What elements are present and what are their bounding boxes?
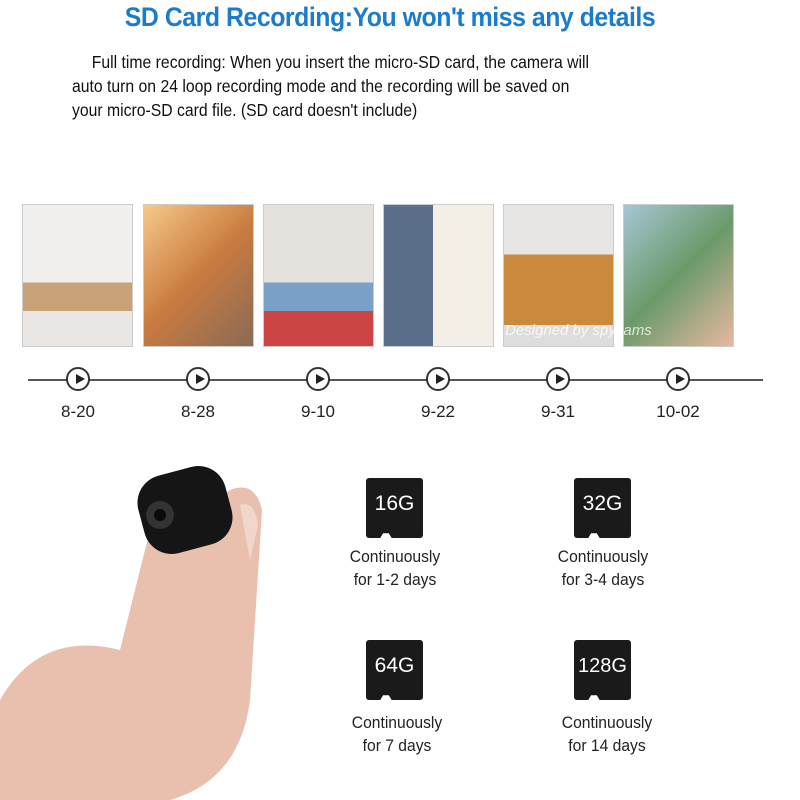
- hand-holding-camera-photo: [0, 466, 262, 800]
- timeline-date: 10-02: [656, 402, 700, 421]
- sd-card-32g: 32G: [574, 478, 631, 538]
- sd-card-64g: 64G: [366, 640, 423, 700]
- duration-line: Continuously: [561, 713, 653, 732]
- play-icon[interactable]: [306, 367, 330, 391]
- timeline-date: 9-10: [300, 402, 336, 421]
- duration-line: Continuously: [557, 547, 649, 566]
- duration-line: Continuously: [349, 547, 441, 566]
- play-icon[interactable]: [66, 367, 90, 391]
- photo-dog: [503, 204, 614, 347]
- photo-family-sunlight: [143, 204, 254, 347]
- timeline-line: [28, 379, 763, 381]
- card-duration: Continuously for 14 days: [543, 711, 672, 757]
- watermark: Designed by spycams: [505, 322, 652, 339]
- timeline-date: 8-20: [60, 402, 96, 421]
- duration-line: for 3-4 days: [561, 570, 645, 589]
- duration-line: for 7 days: [362, 736, 432, 755]
- duration-line: for 1-2 days: [353, 570, 437, 589]
- photo-kids-playing: [22, 204, 133, 347]
- card-duration: Continuously for 1-2 days: [331, 545, 460, 591]
- timeline-date: 9-31: [540, 402, 576, 421]
- play-icon[interactable]: [426, 367, 450, 391]
- photo-father-baby: [383, 204, 494, 347]
- duration-line: for 14 days: [568, 736, 646, 755]
- headline: SD Card Recording:You won't miss any det…: [124, 2, 656, 32]
- photo-child-floor: [263, 204, 374, 347]
- card-duration: Continuously for 3-4 days: [539, 545, 668, 591]
- play-icon[interactable]: [186, 367, 210, 391]
- description-line: your micro-SD card file. (SD card doesn'…: [72, 100, 418, 120]
- sd-card-16g: 16G: [366, 478, 423, 538]
- description-line: auto turn on 24 loop recording mode and …: [72, 76, 570, 96]
- description: Full time recording: When you insert the…: [72, 50, 648, 122]
- photo-party: [623, 204, 734, 347]
- duration-line: Continuously: [351, 713, 443, 732]
- timeline-date: 8-28: [180, 402, 216, 421]
- play-icon[interactable]: [546, 367, 570, 391]
- card-duration: Continuously for 7 days: [333, 711, 462, 757]
- timeline-date: 9-22: [420, 402, 456, 421]
- sd-card-128g: 128G: [574, 640, 631, 700]
- play-icon[interactable]: [666, 367, 690, 391]
- description-line: Full time recording: When you insert the…: [91, 52, 589, 72]
